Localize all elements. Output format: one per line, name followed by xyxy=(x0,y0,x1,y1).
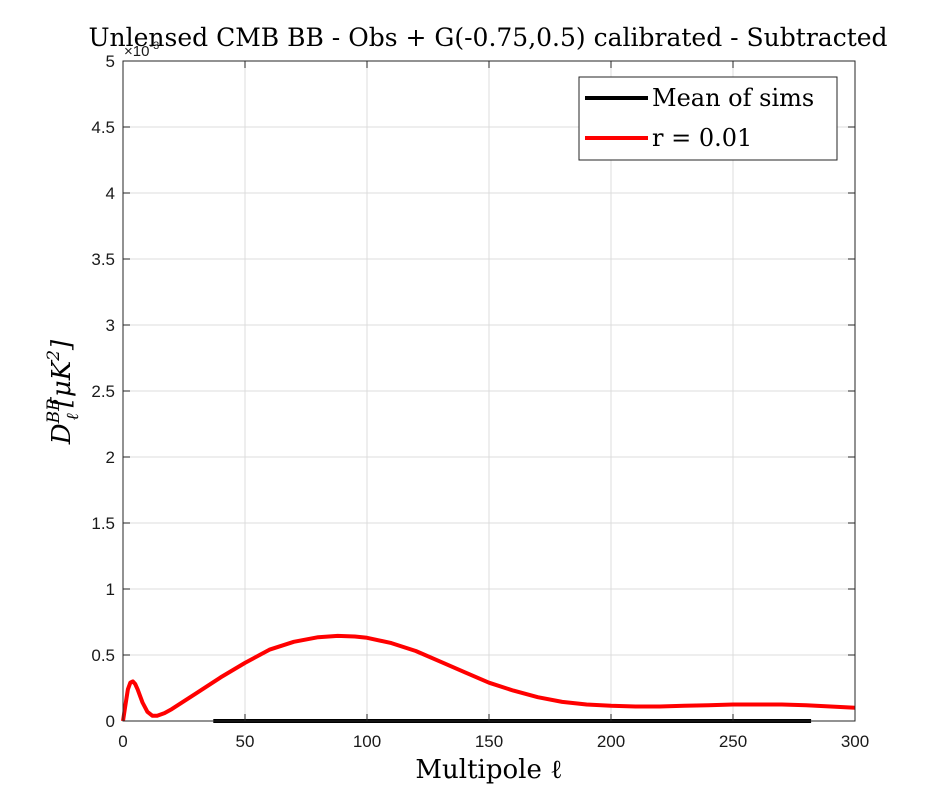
plot-area xyxy=(121,60,856,723)
grid-lines xyxy=(123,61,855,721)
y-tick-label: 4.5 xyxy=(91,118,115,137)
y-tick-label: 2.5 xyxy=(91,382,115,401)
x-tick-label: 300 xyxy=(841,732,869,751)
y-axis-label: DBBℓ [μK2] xyxy=(44,339,83,445)
legend-label-mean-of-sims: Mean of sims xyxy=(652,84,814,112)
x-tick-label: 50 xyxy=(236,732,255,751)
legend-box xyxy=(578,76,838,161)
y-label-unit: [μK xyxy=(47,359,77,407)
legend-label-r-001: r = 0.01 xyxy=(652,124,752,152)
y-tick-labels: 0 0.5 1 1.5 2 2.5 3 3.5 4 4.5 5 xyxy=(91,52,115,731)
x-tick-label: 200 xyxy=(597,732,625,751)
y-label-unit-sup: 2 xyxy=(44,350,64,362)
y-tick-label: 4 xyxy=(106,184,115,203)
y-label-sub: ℓ xyxy=(63,413,83,420)
chart-title: Unlensed CMB BB - Obs + G(-0.75,0.5) cal… xyxy=(88,23,887,52)
x-tick-label: 100 xyxy=(353,732,381,751)
y-tick-label: 0 xyxy=(106,712,115,731)
y-tick-label: 5 xyxy=(106,52,115,71)
y-tick-label: 3.5 xyxy=(91,250,115,269)
y-tick-label: 2 xyxy=(106,448,115,467)
legend: Mean of sims r = 0.01 xyxy=(578,76,838,161)
series-line-r-001 xyxy=(121,633,856,722)
x-tick-label: 0 xyxy=(118,732,127,751)
y-label-sup: BB xyxy=(44,398,64,424)
tick-marks xyxy=(122,60,856,722)
y-tick-label: 3 xyxy=(106,316,115,335)
x-tick-labels: 0 50 100 150 200 250 300 xyxy=(118,732,869,751)
x-tick-label: 150 xyxy=(475,732,503,751)
x-axis-label: Multipole ℓ xyxy=(415,755,562,785)
y-tick-label: 1 xyxy=(106,580,115,599)
y-tick-label: 0.5 xyxy=(91,646,115,665)
y-exponent-base: ×10 xyxy=(124,43,149,60)
y-label-unit-close: ] xyxy=(47,339,77,351)
y-label-main: D xyxy=(47,423,77,445)
x-tick-label: 250 xyxy=(719,732,747,751)
y-exponent-power: -3 xyxy=(149,40,159,52)
y-axis-exponent: ×10-3 xyxy=(124,40,159,60)
y-tick-label: 1.5 xyxy=(91,514,115,533)
